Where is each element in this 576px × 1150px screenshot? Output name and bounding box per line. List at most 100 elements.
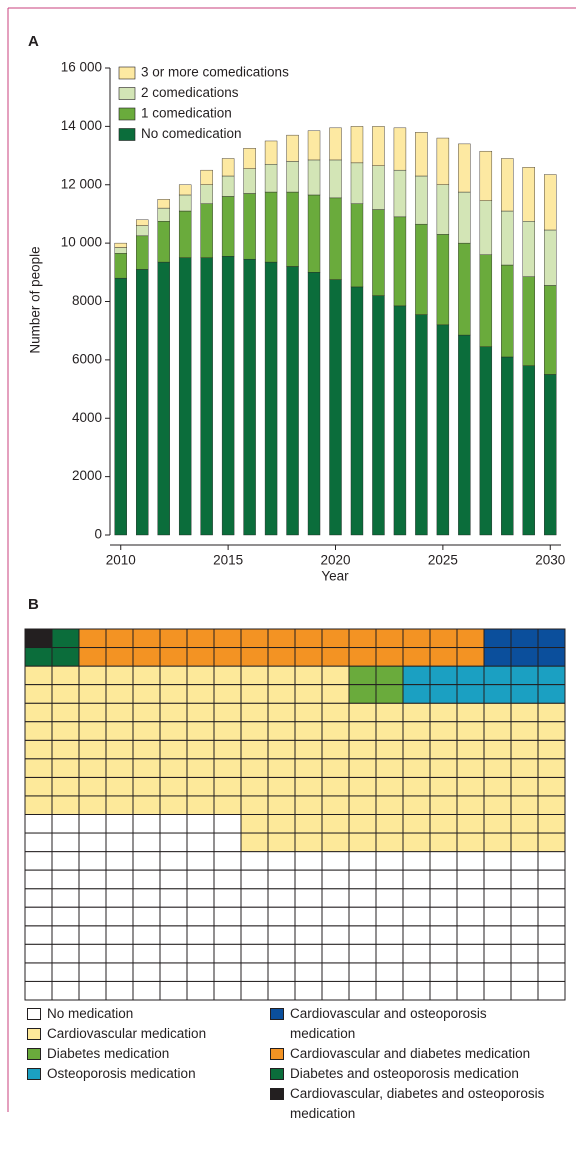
waffle-cell <box>78 962 107 982</box>
waffle-cell <box>78 869 107 890</box>
bar-segment <box>479 200 493 256</box>
waffle-cell <box>537 925 566 945</box>
waffle-cell <box>105 906 134 927</box>
bar-segment <box>264 164 278 193</box>
waffle-cell <box>267 943 296 964</box>
waffle-cell <box>213 980 242 1001</box>
waffle-cell <box>348 628 377 649</box>
waffle-cell <box>105 962 134 982</box>
waffle-cell <box>456 925 485 945</box>
waffle-cell <box>510 684 539 704</box>
legend-swatch <box>118 128 136 141</box>
waffle-cell <box>240 962 269 982</box>
waffle-cell <box>321 851 350 871</box>
waffle-cell <box>402 702 431 723</box>
waffle-cell <box>78 906 107 927</box>
waffle-cell <box>402 962 431 982</box>
legend-label: Cardiovascular medication <box>47 1026 207 1041</box>
waffle-cell <box>402 665 431 686</box>
waffle-cell <box>321 684 350 704</box>
waffle-cell <box>159 758 188 778</box>
legend-label: Cardiovascular and diabetes medication <box>290 1046 531 1061</box>
waffle-cell <box>375 832 404 853</box>
waffle-cell <box>240 702 269 723</box>
waffle-cell <box>51 776 80 797</box>
waffle-cell <box>375 665 404 686</box>
waffle-cell <box>51 628 80 649</box>
waffle-cell <box>51 647 80 667</box>
waffle-cell <box>537 980 566 1001</box>
waffle-cell <box>483 925 512 945</box>
waffle-cell <box>132 628 161 649</box>
waffle-cell <box>537 832 566 853</box>
waffle-cell <box>510 906 539 927</box>
waffle-cell <box>510 665 539 686</box>
waffle-cell <box>375 888 404 908</box>
x-tick-label: 2020 <box>320 553 350 568</box>
waffle-cell <box>375 851 404 871</box>
waffle-cell <box>483 906 512 927</box>
waffle-cell <box>483 869 512 890</box>
bar-segment <box>114 247 127 254</box>
bar-segment <box>221 175 235 197</box>
waffle-cell <box>240 721 269 741</box>
waffle-cell <box>294 665 323 686</box>
waffle-cell <box>321 814 350 834</box>
waffle-cell <box>267 776 296 797</box>
waffle-cell <box>267 795 296 816</box>
waffle-cell <box>186 851 215 871</box>
waffle-cell <box>321 647 350 667</box>
waffle-cell <box>24 702 53 723</box>
waffle-cell <box>51 980 80 1001</box>
waffle-cell <box>267 832 296 853</box>
waffle-cell <box>456 888 485 908</box>
waffle-cell <box>78 814 107 834</box>
waffle-cell <box>483 702 512 723</box>
waffle-cell <box>348 721 377 741</box>
waffle-cell <box>240 647 269 667</box>
waffle-cell <box>537 962 566 982</box>
waffle-cell <box>348 665 377 686</box>
legend-item: Diabetes medication <box>27 1044 270 1064</box>
bar-segment <box>436 137 450 185</box>
legend-label: No medication <box>47 1006 134 1021</box>
waffle-cell <box>105 776 134 797</box>
waffle-cell <box>375 869 404 890</box>
waffle-cell <box>294 888 323 908</box>
waffle-cell <box>105 665 134 686</box>
waffle-cell <box>483 628 512 649</box>
waffle-cell <box>186 906 215 927</box>
bar-segment <box>286 191 299 267</box>
bar-segment <box>136 269 149 536</box>
waffle-cell <box>348 702 377 723</box>
waffle-cell <box>510 832 539 853</box>
waffle-cell <box>51 962 80 982</box>
waffle-cell <box>375 980 404 1001</box>
legend-item: Diabetes and osteoporosis medication <box>270 1064 555 1084</box>
waffle-cell <box>483 888 512 908</box>
legend-item: Cardiovascular, diabetes and osteoporosi… <box>270 1084 555 1124</box>
waffle-cell <box>456 628 485 649</box>
legend-swatch <box>270 1068 284 1080</box>
waffle-cell <box>429 906 458 927</box>
waffle-cell <box>402 832 431 853</box>
waffle-cell <box>294 832 323 853</box>
waffle-cell <box>456 795 485 816</box>
waffle-cell <box>429 628 458 649</box>
bar-segment <box>178 194 192 212</box>
waffle-cell <box>537 851 566 871</box>
waffle-cell <box>213 814 242 834</box>
bar-segment <box>157 199 170 209</box>
waffle-cell <box>78 665 107 686</box>
waffle-cell <box>240 795 269 816</box>
waffle-cell <box>321 665 350 686</box>
waffle-cell <box>348 776 377 797</box>
waffle-cell <box>78 795 107 816</box>
waffle-cell <box>132 814 161 834</box>
waffle-cell <box>105 888 134 908</box>
waffle-cell <box>240 628 269 649</box>
waffle-cell <box>159 628 188 649</box>
waffle-cell <box>375 906 404 927</box>
waffle-cell <box>24 962 53 982</box>
waffle-cell <box>105 851 134 871</box>
